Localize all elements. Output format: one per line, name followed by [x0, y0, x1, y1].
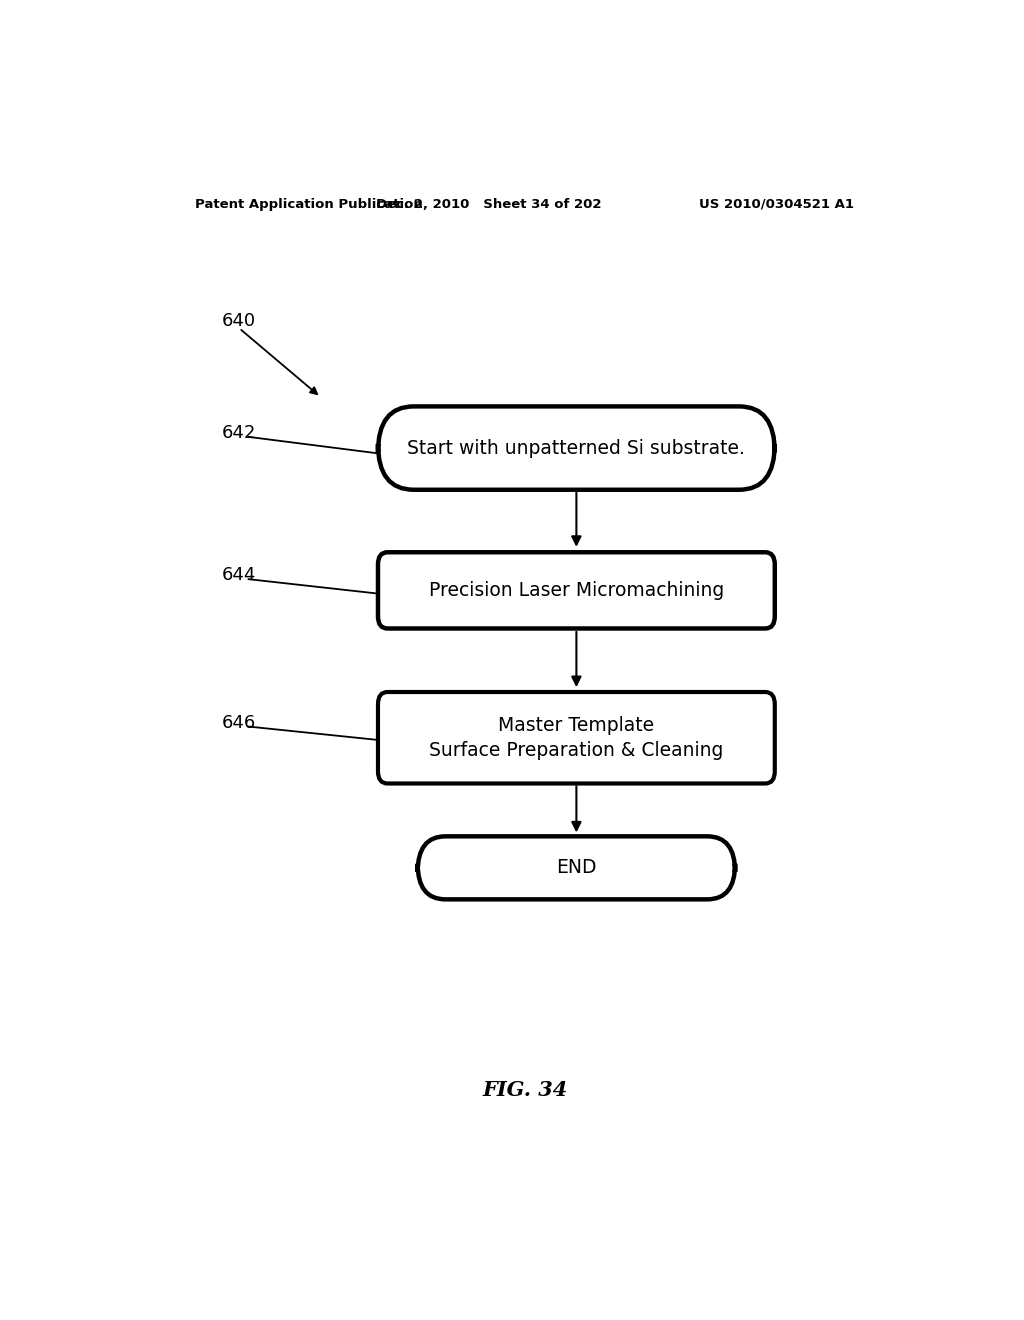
Text: Dec. 2, 2010   Sheet 34 of 202: Dec. 2, 2010 Sheet 34 of 202: [377, 198, 602, 211]
Text: Patent Application Publication: Patent Application Publication: [196, 198, 423, 211]
Text: 642: 642: [221, 424, 256, 442]
FancyBboxPatch shape: [418, 837, 735, 899]
Text: Start with unpatterned Si substrate.: Start with unpatterned Si substrate.: [408, 438, 745, 458]
Text: Master Template
Surface Preparation & Cleaning: Master Template Surface Preparation & Cl…: [429, 715, 724, 760]
FancyBboxPatch shape: [378, 552, 775, 628]
Text: Precision Laser Micromachining: Precision Laser Micromachining: [429, 581, 724, 599]
Text: END: END: [556, 858, 597, 878]
Text: 646: 646: [221, 714, 256, 731]
Text: 644: 644: [221, 566, 256, 585]
FancyBboxPatch shape: [378, 692, 775, 784]
Text: US 2010/0304521 A1: US 2010/0304521 A1: [699, 198, 854, 211]
FancyBboxPatch shape: [378, 407, 775, 490]
Text: 640: 640: [221, 312, 256, 330]
Text: FIG. 34: FIG. 34: [482, 1081, 567, 1101]
